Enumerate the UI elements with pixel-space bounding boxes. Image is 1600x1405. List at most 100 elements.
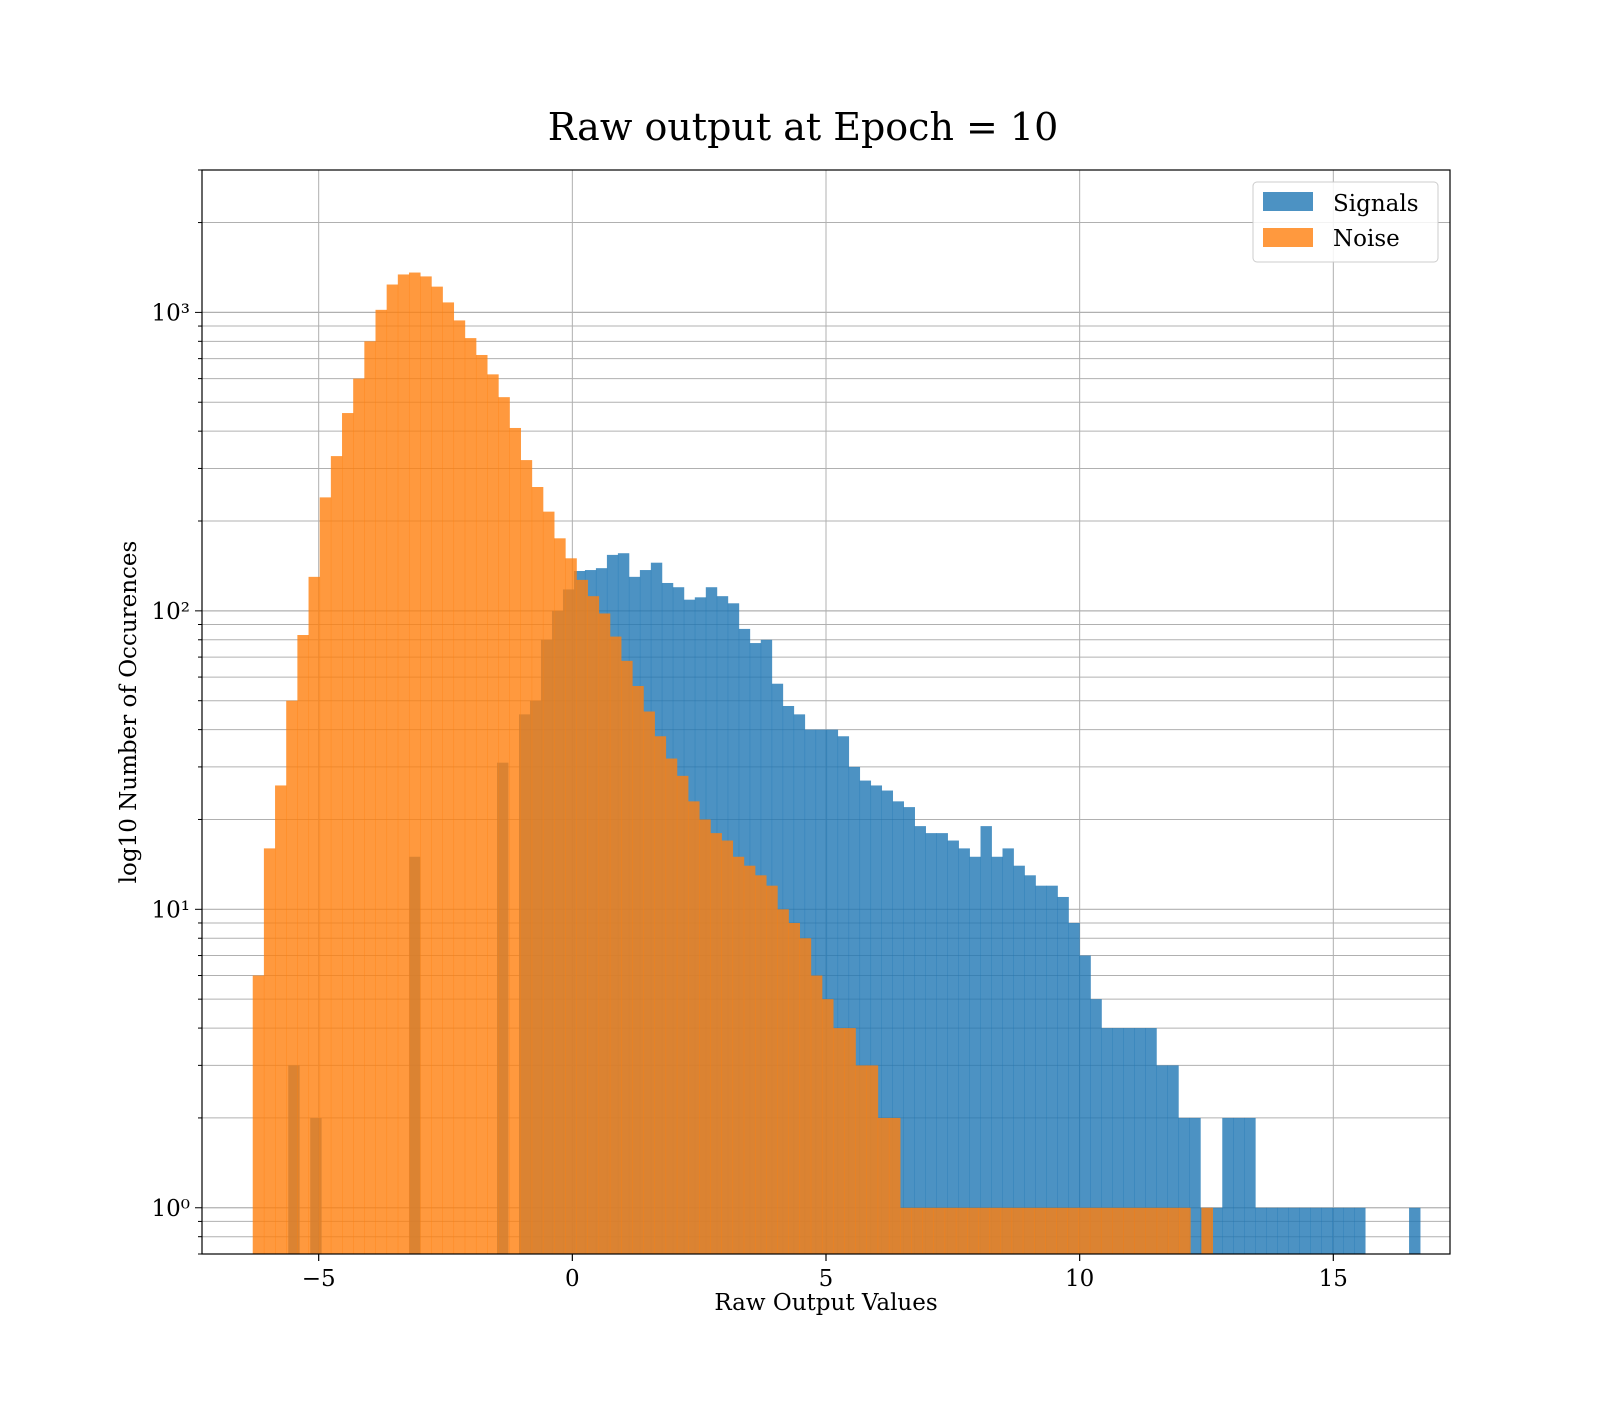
bar-noise [1145,1207,1158,1254]
bar-signals [848,766,861,1254]
bar-noise [933,1207,946,1254]
legend-swatch-noise [1263,228,1313,247]
x-tick-label: 0 [565,1266,580,1292]
bar-noise [487,374,499,1254]
bar-noise [643,711,655,1254]
bar-signals [1057,896,1069,1254]
bar-noise [978,1207,990,1254]
y-axis-ticks: 10⁰ 10¹ 10² 10³ [152,169,202,1255]
y-tick-label: 10⁰ [152,1196,191,1222]
plot-area [201,169,1451,1255]
bar-signals [936,833,948,1254]
bar-signals [1024,875,1036,1254]
bar-noise [1156,1207,1169,1254]
x-tick-label: 5 [819,1266,834,1292]
bar-signals [1222,1117,1234,1254]
bar-noise [911,1207,923,1254]
bar-signals [1035,885,1047,1254]
bar-signals [1112,1028,1124,1254]
series-noise-bars [252,272,1213,1255]
bar-noise [1034,1207,1046,1254]
bar-noise [330,456,343,1255]
bar-noise [386,284,399,1254]
bar-noise [732,856,745,1254]
bar-signals [947,840,959,1254]
bar-noise [1022,1207,1035,1254]
bar-signals [1244,1117,1256,1254]
bar-noise [799,938,812,1254]
bar-noise [297,635,309,1254]
bar-noise [364,341,376,1254]
bar-noise [587,596,600,1254]
bar-noise [308,576,321,1254]
bar-noise [252,975,265,1254]
bar-noise [743,865,756,1254]
bar-signals [1321,1207,1333,1254]
bar-noise [520,460,533,1255]
bar-noise [665,758,678,1254]
bar-noise [1201,1207,1213,1254]
bar-noise [319,497,332,1254]
bar-noise [1011,1207,1024,1254]
bar-noise [821,999,834,1254]
bar-signals [1255,1207,1267,1254]
legend: Signals Noise [1252,181,1439,263]
bar-noise [989,1207,1001,1254]
bar-signals [1090,999,1102,1254]
bar-noise [598,613,611,1254]
legend-label-noise: Noise [1333,226,1400,252]
bar-signals [1211,1207,1223,1254]
bar-signals [969,856,981,1254]
bar-noise [654,736,667,1254]
bar-signals [980,826,992,1254]
bar-signals [1123,1028,1135,1254]
bar-signals [1332,1207,1344,1254]
x-tick-label: 15 [1319,1266,1348,1292]
bar-noise [431,286,443,1254]
bar-noise [777,909,789,1254]
bar-noise [420,276,432,1254]
bar-noise [375,309,388,1255]
bar-noise [475,354,488,1255]
bar-signals [837,736,850,1254]
bar-signals [1266,1207,1278,1254]
bar-noise [1134,1207,1147,1254]
bar-signals [826,729,839,1254]
x-axis-label: Raw Output Values [714,1290,937,1316]
bar-noise [754,875,767,1254]
bar-noise [788,922,801,1254]
y-axis-label: log10 Number of Occurences [116,541,142,884]
bar-noise [542,511,555,1254]
bar-signals [1233,1117,1245,1254]
bar-signals [1145,1028,1157,1254]
bar-signals [1046,885,1058,1254]
bar-noise [531,487,544,1254]
bar-noise [353,378,365,1254]
bar-noise [710,833,722,1254]
bar-signals [881,790,894,1254]
bar-signals [1101,1028,1113,1254]
chart-title: Raw output at Epoch = 10 [548,105,1059,149]
bar-signals [870,785,883,1254]
bar-noise [453,320,466,1254]
x-tick-label: −5 [302,1266,336,1292]
bar-noise [967,1207,979,1254]
bar-noise [1045,1207,1057,1254]
bar-signals [859,780,872,1254]
bar-noise [464,338,477,1254]
y-tick-label: 10³ [152,300,191,326]
bar-noise [900,1207,912,1254]
bar-signals [914,826,926,1254]
bar-noise [766,885,778,1254]
bar-noise [275,785,287,1254]
bar-noise [609,636,622,1254]
bar-signals [1299,1207,1311,1254]
bar-noise [397,274,410,1255]
bar-signals [1167,1065,1179,1254]
bar-signals [1288,1207,1300,1254]
bar-noise [632,686,644,1254]
bar-noise [1056,1207,1068,1254]
bar-noise [1078,1207,1091,1254]
